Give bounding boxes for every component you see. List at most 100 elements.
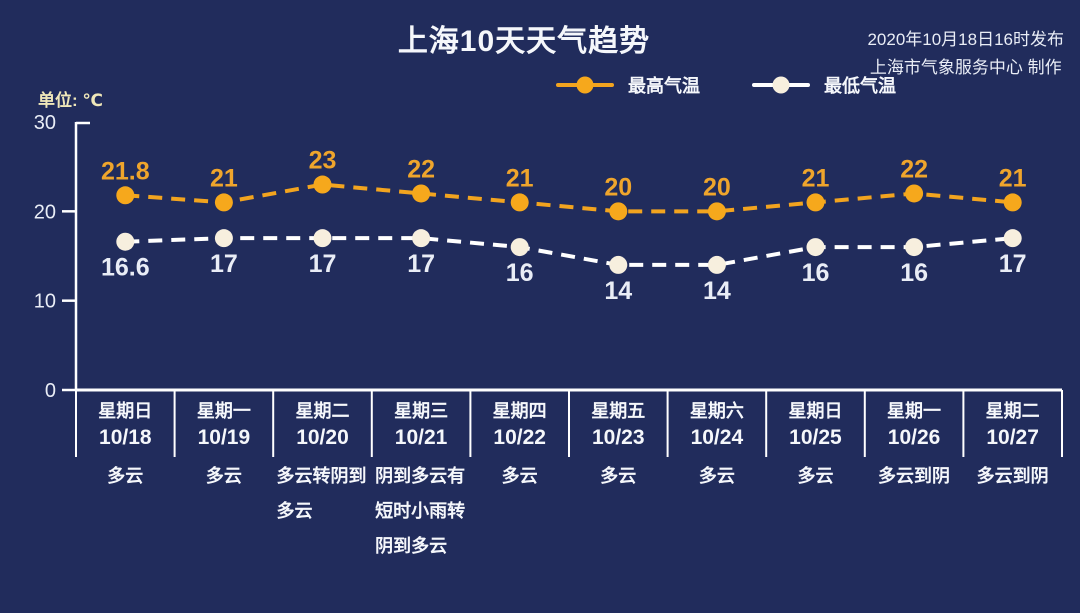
x-axis-day-band: 星期日 10/18 星期一 10/19 星期二 10/20 星期三 10/21 星期四 10/22…: [76, 390, 1062, 457]
high-temp-marker-icon: [556, 76, 614, 94]
low-temp-value-label: 16.6: [101, 254, 150, 282]
legend-item-high-temp: 最高气温: [556, 72, 700, 98]
weather-condition-label: 多云: [600, 466, 637, 486]
high-temp-value-label: 20: [604, 173, 632, 201]
weekday-label: 星期六: [689, 401, 744, 421]
page-title: 上海10天天气趋势: [397, 25, 651, 58]
low-temp-point: [806, 238, 825, 257]
weather-column: 多云转阴到多云: [273, 459, 372, 564]
weather-column: 多云: [766, 459, 865, 564]
day-column: 星期四 10/22: [470, 390, 569, 457]
date-label: 10/22: [493, 426, 546, 449]
weather-column: 阴到多云有短时小雨转阴到多云: [372, 459, 471, 564]
high-temp-value-label: 21: [802, 164, 830, 192]
low-temp-point: [609, 255, 628, 274]
high-temp-value-label: 23: [309, 147, 337, 175]
high-temp-point: [1003, 193, 1022, 212]
day-column: 星期一 10/19: [175, 390, 274, 457]
high-temp-value-label: 22: [407, 155, 435, 183]
high-temp-value-label: 21: [506, 164, 534, 192]
date-label: 10/26: [887, 426, 941, 449]
low-temp-point: [412, 229, 431, 248]
low-temp-value-label: 17: [999, 250, 1027, 278]
low-temp-value-label: 16: [802, 259, 830, 287]
publish-datetime: 2020年10月18日16时发布: [867, 30, 1064, 49]
weather-condition-band: 多云 多云 多云转阴到多云 阴到多云有短时小雨转阴到多云 多云 多云 多云 多云 多云到阴 多云到…: [76, 459, 1062, 564]
high-temp-point: [609, 202, 628, 221]
day-column: 星期二 10/20: [273, 390, 372, 457]
legend-label-high-temp: 最高气温: [628, 76, 700, 96]
low-temp-point: [707, 255, 726, 274]
weather-column: 多云到阴: [963, 459, 1062, 564]
date-label: 10/25: [789, 426, 842, 449]
high-temp-point: [313, 175, 332, 194]
date-label: 10/18: [99, 426, 152, 449]
weather-condition-label: 多云到阴: [878, 466, 951, 486]
weekday-label: 星期三: [394, 401, 449, 421]
high-temp-point: [510, 193, 529, 212]
low-temp-value-label: 16: [506, 259, 534, 287]
low-temp-value-label: 14: [703, 277, 731, 305]
weather-column: 多云: [668, 459, 767, 564]
low-temp-value-label: 17: [407, 250, 435, 278]
weather-condition-label: 多云: [501, 466, 538, 486]
y-axis-tick-label: 0: [45, 380, 56, 402]
high-temp-value-label: 21.8: [101, 157, 150, 185]
weather-condition-label: 多云: [698, 466, 735, 486]
weather-column: 多云到阴: [865, 459, 964, 564]
publish-info: 2020年10月18日16时发布 上海市气象服务中心 制作: [867, 26, 1064, 82]
y-axis-tick-label: 10: [34, 291, 56, 313]
high-temp-point: [905, 184, 924, 203]
date-label: 10/27: [986, 426, 1039, 449]
weekday-label: 星期五: [591, 401, 646, 421]
weather-column: 多云: [569, 459, 668, 564]
high-temp-point: [116, 186, 135, 205]
low-temp-value-label: 17: [210, 250, 238, 278]
day-column: 星期六 10/24: [668, 390, 767, 457]
low-temp-marker-icon: [752, 76, 810, 94]
day-column: 星期日 10/18: [76, 390, 175, 457]
weekday-label: 星期日: [788, 401, 843, 421]
unit-label: 单位: ℃: [38, 91, 103, 110]
weekday-label: 星期二: [295, 401, 350, 421]
weather-column: 多云: [175, 459, 274, 564]
low-temp-value-label: 17: [309, 250, 337, 278]
legend-item-low-temp: 最低气温: [752, 72, 896, 98]
date-label: 10/19: [197, 426, 251, 449]
low-temp-point: [510, 238, 529, 257]
weekday-label: 星期四: [492, 401, 547, 421]
publish-author: 上海市气象服务中心 制作: [869, 58, 1062, 77]
low-temp-point: [1003, 229, 1022, 248]
low-temp-line: [125, 236, 1013, 267]
day-column: 星期一 10/26: [865, 390, 964, 457]
low-temp-point: [313, 229, 332, 248]
low-temp-point: [116, 232, 135, 251]
low-temp-value-label: 16: [900, 259, 928, 287]
y-axis-tick-label: 30: [34, 112, 56, 134]
high-temp-value-label: 21: [210, 164, 238, 192]
high-temp-point: [707, 202, 726, 221]
chart-legend: 最高气温 最低气温: [556, 72, 896, 98]
high-temp-value-label: 20: [703, 173, 731, 201]
weather-condition-label: 阴到多云有短时小雨转阴到多云: [375, 466, 466, 556]
date-label: 10/20: [296, 426, 349, 449]
weather-condition-label: 多云: [797, 466, 834, 486]
weather-column: 多云: [470, 459, 569, 564]
date-label: 10/23: [591, 426, 645, 449]
day-column: 星期日 10/25: [766, 390, 865, 457]
weekday-label: 星期一: [196, 401, 251, 421]
low-temp-value-label: 14: [604, 277, 632, 305]
weekday-label: 星期日: [98, 401, 153, 421]
high-temp-point: [214, 193, 233, 212]
date-label: 10/24: [690, 426, 744, 449]
low-temp-point: [905, 238, 924, 257]
day-column: 星期五 10/23: [569, 390, 668, 457]
weather-condition-label: 多云转阴到多云: [276, 466, 367, 521]
weekday-label: 星期二: [985, 401, 1040, 421]
high-temp-point: [806, 193, 825, 212]
high-temp-line: [125, 182, 1013, 214]
y-axis-tick-label: 20: [34, 201, 56, 223]
weather-condition-label: 多云: [107, 466, 144, 486]
